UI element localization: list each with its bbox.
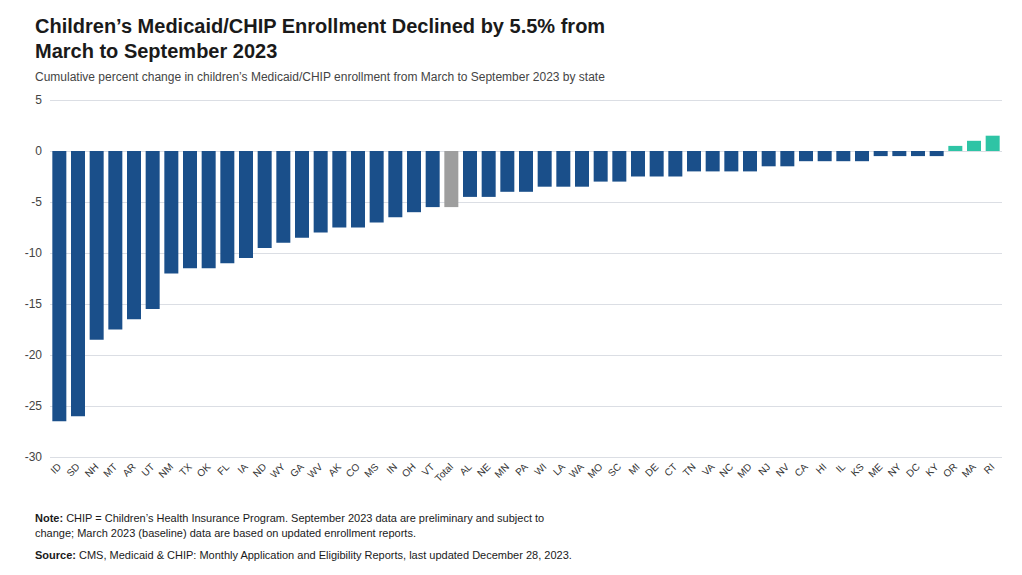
svg-text:MN: MN bbox=[492, 461, 511, 480]
svg-text:NJ: NJ bbox=[756, 461, 772, 477]
svg-text:FL: FL bbox=[215, 461, 231, 477]
svg-text:-20: -20 bbox=[25, 348, 43, 362]
svg-text:-10: -10 bbox=[25, 246, 43, 260]
svg-text:RI: RI bbox=[982, 461, 997, 476]
svg-text:DC: DC bbox=[904, 461, 922, 479]
svg-text:NH: NH bbox=[83, 461, 101, 479]
svg-text:March to September 2023: March to September 2023 bbox=[35, 40, 277, 62]
svg-text:NM: NM bbox=[156, 461, 175, 480]
svg-text:CMS, Medicaid & CHIP: Monthly: CMS, Medicaid & CHIP: Monthly Applicatio… bbox=[76, 549, 572, 561]
svg-text:PA: PA bbox=[513, 461, 530, 478]
svg-text:LA: LA bbox=[551, 461, 568, 478]
svg-text:WY: WY bbox=[268, 461, 287, 480]
svg-text:NY: NY bbox=[886, 461, 904, 479]
svg-text:KY: KY bbox=[923, 461, 940, 478]
svg-text:TX: TX bbox=[177, 461, 194, 478]
svg-text:Cumulative percent change in c: Cumulative percent change in children’s … bbox=[35, 70, 605, 84]
svg-text:AR: AR bbox=[120, 461, 138, 479]
svg-text:SC: SC bbox=[606, 461, 624, 479]
svg-text:IA: IA bbox=[235, 461, 250, 476]
svg-text:VT: VT bbox=[419, 461, 437, 478]
svg-text:MO: MO bbox=[585, 461, 604, 480]
svg-text:-5: -5 bbox=[31, 195, 42, 209]
svg-text:Note:: Note: bbox=[35, 512, 63, 524]
svg-text:GA: GA bbox=[288, 461, 306, 479]
svg-text:5: 5 bbox=[35, 93, 42, 107]
svg-text:HI: HI bbox=[814, 461, 829, 476]
svg-text:-30: -30 bbox=[25, 450, 43, 464]
svg-text:-25: -25 bbox=[25, 399, 43, 413]
svg-text:AL: AL bbox=[457, 461, 474, 478]
svg-text:VA: VA bbox=[700, 461, 717, 478]
svg-text:OH: OH bbox=[400, 461, 418, 479]
svg-text:NV: NV bbox=[774, 461, 792, 479]
svg-text:WV: WV bbox=[305, 461, 324, 480]
svg-text:ME: ME bbox=[866, 461, 885, 480]
svg-text:ID: ID bbox=[48, 461, 63, 476]
svg-text:NE: NE bbox=[475, 461, 493, 479]
svg-text:UT: UT bbox=[139, 461, 156, 478]
svg-text:IL: IL bbox=[834, 461, 848, 475]
svg-text:TN: TN bbox=[681, 461, 698, 478]
svg-text:OR: OR bbox=[941, 461, 959, 479]
svg-text:KS: KS bbox=[849, 461, 866, 478]
svg-text:0: 0 bbox=[35, 144, 42, 158]
svg-text:NC: NC bbox=[717, 461, 735, 479]
svg-text:CHIP = Children’s Health Insur: CHIP = Children’s Health Insurance Progr… bbox=[63, 512, 544, 524]
svg-text:AK: AK bbox=[326, 461, 343, 478]
svg-text:MT: MT bbox=[101, 461, 119, 479]
svg-text:OK: OK bbox=[195, 461, 213, 479]
svg-text:Source:: Source: bbox=[35, 549, 76, 561]
svg-text:IN: IN bbox=[384, 461, 399, 476]
svg-text:Total: Total bbox=[433, 461, 456, 484]
svg-text:MS: MS bbox=[362, 461, 381, 480]
svg-text:-15: -15 bbox=[25, 297, 43, 311]
svg-text:CA: CA bbox=[792, 461, 810, 479]
svg-text:MI: MI bbox=[626, 461, 642, 477]
svg-text:MA: MA bbox=[960, 461, 979, 480]
svg-text:Children’s Medicaid/CHIP Enrol: Children’s Medicaid/CHIP Enrollment Decl… bbox=[35, 15, 605, 37]
svg-text:CT: CT bbox=[662, 461, 679, 478]
svg-text:change; March 2023 (baseline): change; March 2023 (baseline) data are b… bbox=[35, 527, 416, 539]
svg-text:WI: WI bbox=[532, 461, 548, 477]
svg-text:ND: ND bbox=[251, 461, 269, 479]
svg-text:CO: CO bbox=[344, 461, 363, 480]
svg-text:MD: MD bbox=[735, 461, 754, 480]
svg-text:SD: SD bbox=[64, 461, 82, 479]
svg-text:WA: WA bbox=[567, 461, 586, 480]
svg-text:DE: DE bbox=[643, 461, 661, 479]
